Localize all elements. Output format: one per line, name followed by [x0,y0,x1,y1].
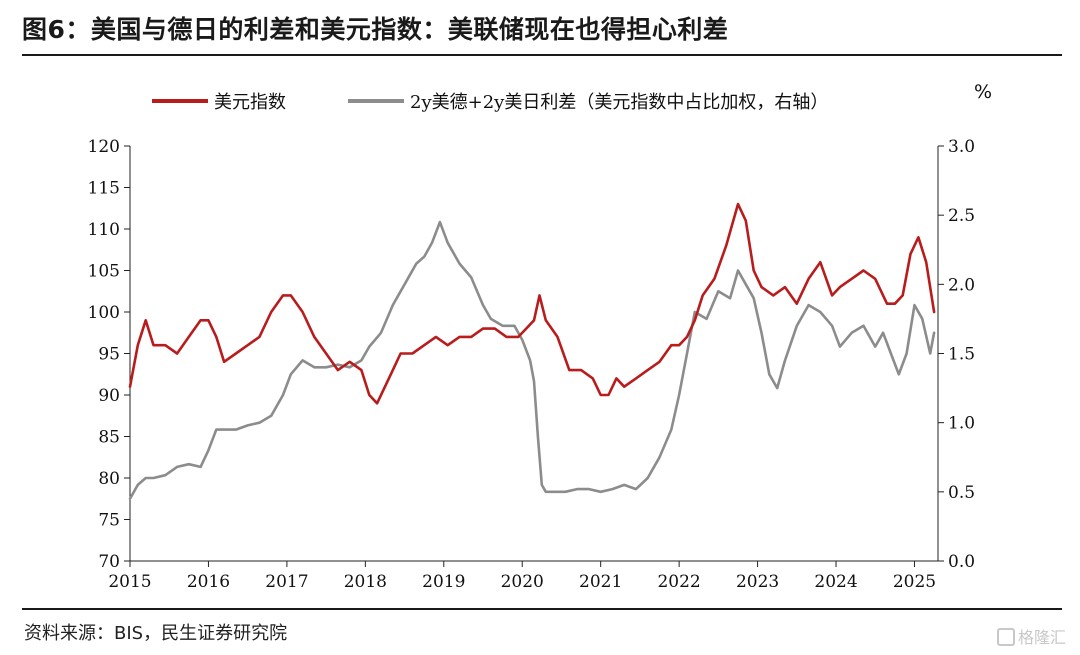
left-y-tick-label: 70 [98,552,120,572]
left-y-tick-label: 100 [88,303,120,323]
x-tick-label: 2025 [893,572,936,592]
x-tick-label: 2017 [265,572,308,592]
left-y-tick-label: 90 [98,386,120,406]
x-tick-label: 2016 [187,572,230,592]
legend-label-usd-index: 美元指数 [214,92,286,113]
x-tick-label: 2022 [657,572,700,592]
page-title: 图6：美国与德日的利差和美元指数：美联储现在也得担心利差 [22,15,729,44]
left-y-tick-label: 120 [88,137,120,157]
x-tick-label: 2020 [501,572,544,592]
left-y-tick-label: 75 [98,511,120,531]
series-line-0 [128,202,936,405]
series-line-1 [128,220,936,501]
left-y-tick-label: 110 [88,220,120,240]
right-y-tick-label: 2.5 [948,206,975,226]
left-y-tick-label: 95 [98,345,120,365]
chart-legend: 美元指数 2y美德+2y美日利差（美元指数中占比加权，右轴） [152,92,828,113]
x-tick-label: 2018 [344,572,387,592]
source-divider [22,608,1062,610]
x-tick-label: 2015 [108,572,151,592]
watermark-text: 格隆汇 [1017,628,1066,647]
right-y-tick-label: 1.0 [948,414,975,434]
x-tick-label: 2024 [814,572,857,592]
right-y-tick-label: 0.5 [948,483,975,503]
left-y-tick-label: 85 [98,428,120,448]
right-y-tick-label: 1.5 [948,345,975,365]
chart-series [128,202,936,501]
watermark: 格隆汇 [996,624,1066,648]
left-y-tick-label: 105 [88,262,120,282]
title-divider [22,54,1062,56]
source-note: 资料来源：BIS，民生证券研究院 [24,623,288,644]
chart-area: 70 75 80 85 90 95 100 105 110 115 120 0.0 0.5 1.0 1.5 2… [88,81,992,592]
watermark-logo-icon [996,628,1015,646]
x-tick-label: 2019 [422,572,465,592]
left-y-tick-label: 80 [98,469,120,489]
x-tick-label: 2021 [579,572,622,592]
chart-axes: 70 75 80 85 90 95 100 105 110 115 120 0.0 0.5 1.0 1.5 2… [88,81,992,592]
legend-label-rate-spread: 2y美德+2y美日利差（美元指数中占比加权，右轴） [410,92,828,113]
right-y-tick-label: 3.0 [948,137,975,157]
x-tick-label: 2023 [736,572,779,592]
right-y-tick-label: 0.0 [948,552,975,572]
right-axis-unit-label: % [974,81,992,103]
right-y-tick-label: 2.0 [948,275,975,295]
left-y-tick-label: 115 [88,179,120,199]
